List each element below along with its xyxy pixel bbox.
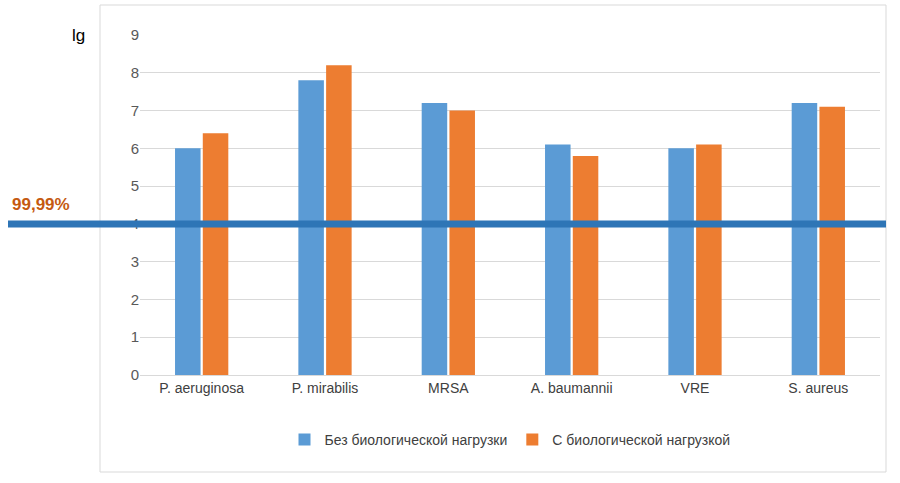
- svg-text:Без биологической нагрузки: Без биологической нагрузки: [325, 432, 508, 448]
- svg-text:6: 6: [131, 140, 139, 157]
- svg-text:1: 1: [131, 328, 139, 345]
- svg-text:P. aeruginosa: P. aeruginosa: [159, 380, 244, 396]
- svg-text:8: 8: [131, 64, 139, 81]
- svg-text:5: 5: [131, 177, 139, 194]
- svg-text:A. baumannii: A. baumannii: [531, 380, 613, 396]
- svg-text:4: 4: [131, 215, 139, 232]
- svg-text:P. mirabilis: P. mirabilis: [292, 380, 359, 396]
- svg-text:С биологической нагрузкой: С биологической нагрузкой: [552, 432, 730, 448]
- svg-text:0: 0: [131, 366, 139, 383]
- svg-text:2: 2: [131, 291, 139, 308]
- svg-text:lg: lg: [72, 26, 85, 45]
- svg-text:99,99%: 99,99%: [12, 195, 70, 214]
- svg-text:3: 3: [131, 253, 139, 270]
- svg-text:VRE: VRE: [681, 380, 710, 396]
- svg-text:9: 9: [131, 26, 139, 43]
- svg-text:MRSA: MRSA: [428, 380, 469, 396]
- svg-text:7: 7: [131, 102, 139, 119]
- svg-text:S. aureus: S. aureus: [788, 380, 848, 396]
